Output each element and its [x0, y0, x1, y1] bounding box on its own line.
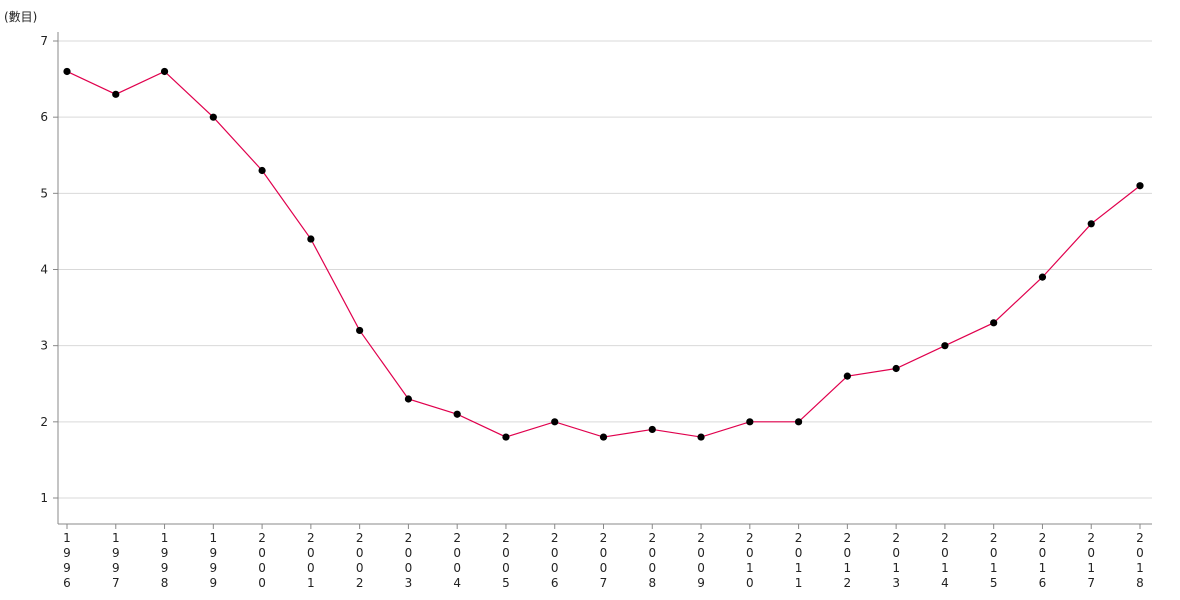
data-point-1997: [112, 90, 120, 98]
data-point-2000: [258, 166, 266, 175]
data-point-1999: [209, 113, 217, 121]
data-point-2016: [1038, 273, 1047, 281]
data-point-2001: [307, 235, 315, 243]
data-point-2003: [404, 395, 413, 403]
data-point-2018: [1136, 182, 1144, 190]
data-point-2002: [356, 326, 364, 335]
data-point-2010: [746, 418, 754, 426]
y-tick-label-5: 5: [40, 186, 48, 200]
data-point-2012: [843, 372, 851, 380]
data-point-2005: [502, 433, 510, 441]
y-tick-label-3: 3: [40, 339, 48, 353]
y-tick-label-7: 7: [40, 34, 48, 48]
y-tick-label-2: 2: [40, 415, 48, 429]
data-point-2013: [892, 364, 900, 373]
data-point-2017: [1087, 220, 1095, 228]
series-line-0: [66, 70, 1141, 438]
data-point-2008: [648, 425, 656, 434]
y-tick-label-6: 6: [40, 110, 48, 124]
y-axis-unit-label: (數目): [4, 10, 38, 24]
data-point-1996: [63, 67, 71, 76]
data-point-1998: [160, 67, 169, 76]
y-tick-label-4: 4: [40, 263, 48, 277]
y-tick-label-1: 1: [40, 491, 48, 505]
data-point-2015: [990, 319, 998, 327]
data-point-2004: [453, 410, 461, 418]
data-point-2007: [599, 433, 608, 441]
data-point-2014: [941, 342, 949, 350]
data-point-2006: [551, 418, 559, 426]
data-point-2009: [697, 433, 705, 441]
data-point-2011: [794, 418, 803, 426]
